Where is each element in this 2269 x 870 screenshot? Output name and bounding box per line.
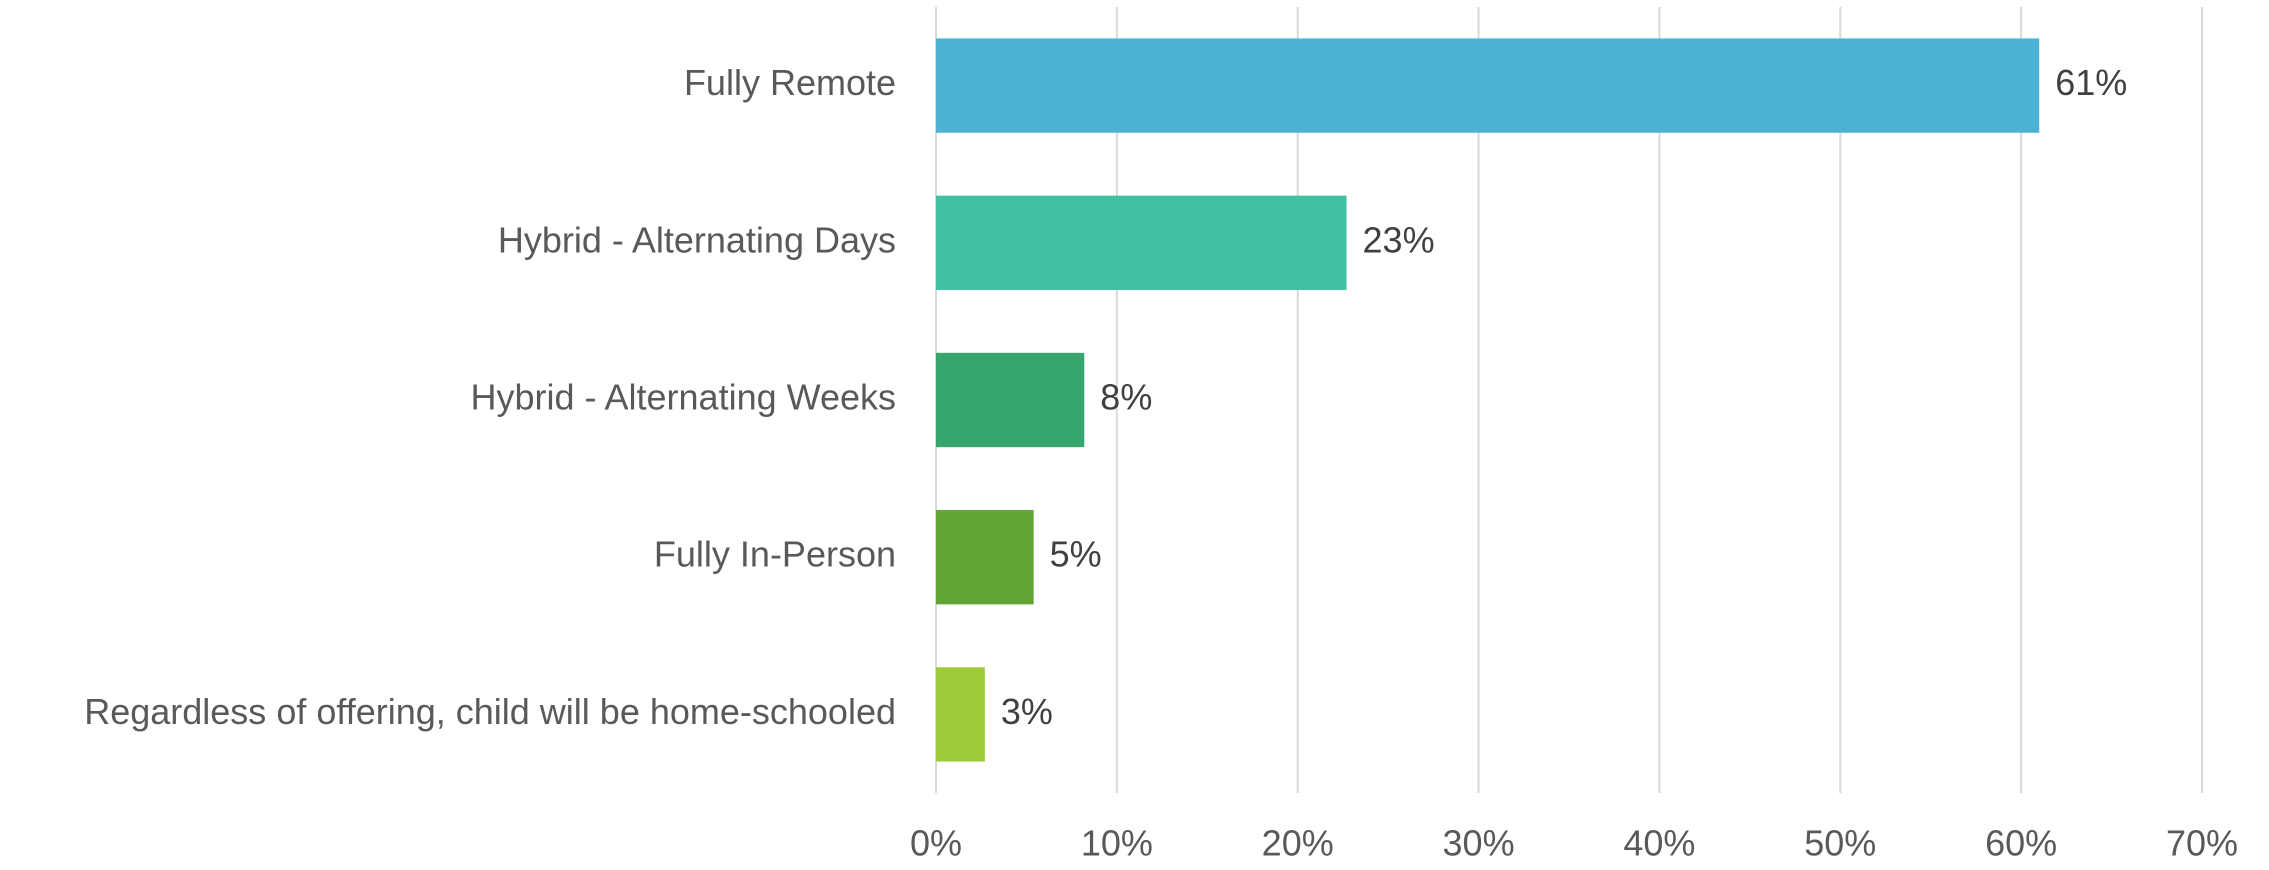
value-label: 8% <box>1100 377 1152 418</box>
x-tick-label: 60% <box>1985 823 2057 864</box>
bar <box>936 667 985 762</box>
bar <box>936 195 1347 290</box>
category-label: Regardless of offering, child will be ho… <box>84 691 896 732</box>
x-tick-label: 10% <box>1081 823 1153 864</box>
bar <box>936 352 1085 448</box>
bar <box>936 38 2040 133</box>
category-label: Fully In-Person <box>654 534 896 575</box>
x-tick-label: 30% <box>1443 823 1515 864</box>
x-tick-label: 50% <box>1804 823 1876 864</box>
value-label: 3% <box>1001 691 1053 732</box>
value-label: 5% <box>1050 534 1102 575</box>
x-tick-label: 20% <box>1262 823 1334 864</box>
x-tick-label: 40% <box>1623 823 1695 864</box>
x-tick-label: 70% <box>2166 823 2238 864</box>
category-label: Fully Remote <box>684 62 896 103</box>
value-label: 61% <box>2055 62 2127 103</box>
category-label: Hybrid - Alternating Weeks <box>470 377 896 418</box>
category-label: Hybrid - Alternating Days <box>498 219 896 260</box>
bar <box>936 510 1034 605</box>
x-tick-label: 0% <box>910 823 962 864</box>
value-label: 23% <box>1363 219 1435 260</box>
